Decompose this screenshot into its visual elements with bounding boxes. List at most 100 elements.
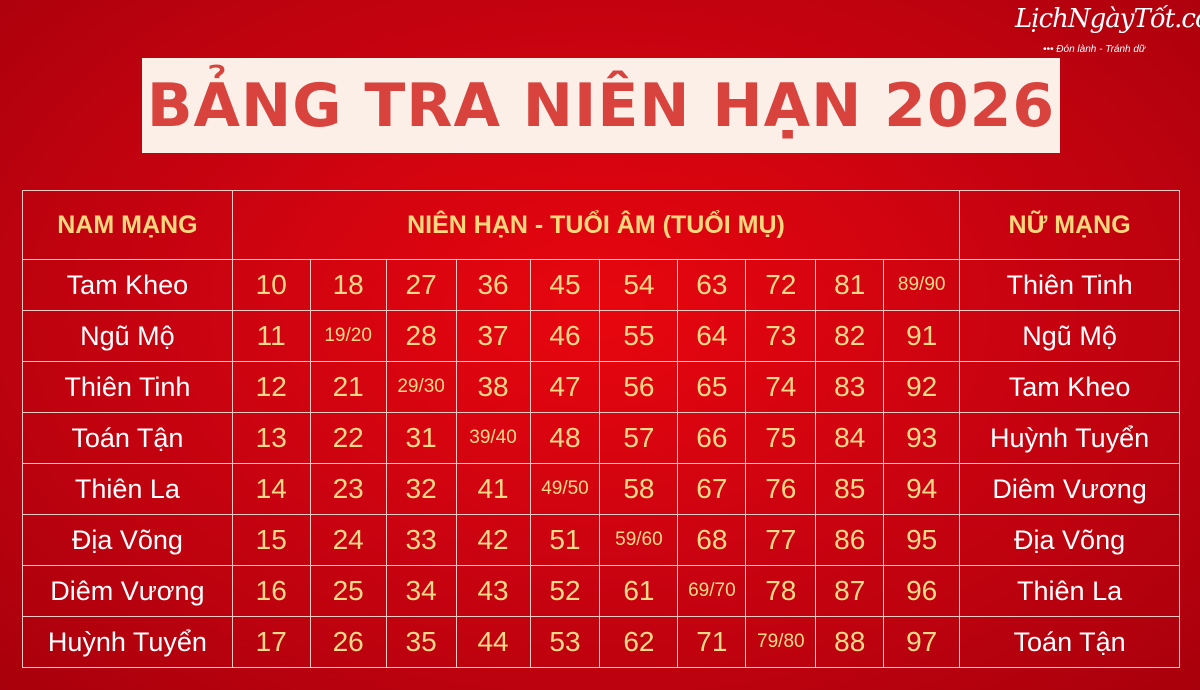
age-cell: 66	[677, 412, 747, 464]
age-cell: 63	[677, 259, 747, 311]
age-cell: 24	[309, 514, 387, 566]
age-cell: 34	[385, 565, 457, 617]
age-cell: 42	[455, 514, 531, 566]
age-cell: 81	[815, 259, 885, 311]
age-cell: 91	[883, 310, 961, 362]
age-cell: 59/60	[599, 514, 679, 566]
age-cell: 94	[883, 463, 961, 515]
age-cell: 82	[815, 310, 885, 362]
age-cell: 39/40	[455, 412, 531, 464]
age-cell: 21	[309, 361, 387, 413]
age-cell: 61	[599, 565, 679, 617]
age-cell: 54	[599, 259, 679, 311]
age-cell: 44	[455, 616, 531, 668]
table-row: Địa Võng 15 24 33 42 51 59/60 68 77 86 95 Địa Võng	[22, 514, 1180, 566]
age-cell: 16	[231, 565, 311, 617]
table-row: Thiên Tinh 12 21 29/30 38 47 56 65 74 83 92 Tam Khe…	[22, 361, 1180, 413]
age-cell: 88	[815, 616, 885, 668]
age-cell: 56	[599, 361, 679, 413]
age-cell: 35	[385, 616, 457, 668]
age-cell: 72	[745, 259, 817, 311]
age-cell: 33	[385, 514, 457, 566]
age-cell: 62	[599, 616, 679, 668]
logo-tagline: ••• Đón lành - Tránh dữ	[1043, 44, 1146, 55]
age-cell: 49/50	[529, 463, 601, 515]
age-cell: 74	[745, 361, 817, 413]
nam-mang-cell: Diêm Vương	[22, 565, 233, 617]
logo-brand: LịchNgàyTốt.com	[1015, 4, 1200, 34]
nam-mang-cell: Thiên Tinh	[22, 361, 233, 413]
nu-mang-cell: Thiên La	[959, 565, 1180, 617]
nien-han-table: NAM MẠNG NIÊN HẠN - TUỔI ÂM (TUỔI MỤ) NỮ…	[22, 190, 1180, 668]
age-cell: 76	[745, 463, 817, 515]
age-cell: 52	[529, 565, 601, 617]
age-cell: 73	[745, 310, 817, 362]
age-cell: 75	[745, 412, 817, 464]
age-cell: 13	[231, 412, 311, 464]
age-cell: 14	[231, 463, 311, 515]
age-cell: 48	[529, 412, 601, 464]
age-cell: 84	[815, 412, 885, 464]
age-cell: 83	[815, 361, 885, 413]
age-cell: 31	[385, 412, 457, 464]
age-cell: 23	[309, 463, 387, 515]
age-cell: 29/30	[385, 361, 457, 413]
age-cell: 18	[309, 259, 387, 311]
age-cell: 95	[883, 514, 961, 566]
age-cell: 53	[529, 616, 601, 668]
age-cell: 36	[455, 259, 531, 311]
nu-mang-cell: Ngũ Mộ	[959, 310, 1180, 362]
age-cell: 45	[529, 259, 601, 311]
nu-mang-cell: Thiên Tinh	[959, 259, 1180, 311]
age-cell: 89/90	[883, 259, 961, 311]
age-cell: 86	[815, 514, 885, 566]
age-cell: 15	[231, 514, 311, 566]
age-cell: 37	[455, 310, 531, 362]
table-row: Diêm Vương 16 25 34 43 52 61 69/70 78 87 96 Thiên L…	[22, 565, 1180, 617]
nu-mang-cell: Huỳnh Tuyển	[959, 412, 1180, 464]
age-cell: 12	[231, 361, 311, 413]
nam-mang-cell: Huỳnh Tuyển	[22, 616, 233, 668]
nu-mang-cell: Địa Võng	[959, 514, 1180, 566]
age-cell: 67	[677, 463, 747, 515]
age-cell: 96	[883, 565, 961, 617]
age-cell: 58	[599, 463, 679, 515]
title-banner: BẢNG TRA NIÊN HẠN 2026	[142, 58, 1060, 153]
age-cell: 85	[815, 463, 885, 515]
age-cell: 26	[309, 616, 387, 668]
table-row: Thiên La 14 23 32 41 49/50 58 67 76 85 94 Diêm Vươn…	[22, 463, 1180, 515]
header-nu-mang: NỮ MẠNG	[959, 190, 1180, 260]
table-row: Huỳnh Tuyển 17 26 35 44 53 62 71 79/80 88 97 Toán T…	[22, 616, 1180, 668]
header-nam-mang: NAM MẠNG	[22, 190, 233, 260]
nu-mang-cell: Diêm Vương	[959, 463, 1180, 515]
header-row: NAM MẠNG NIÊN HẠN - TUỔI ÂM (TUỔI MỤ) NỮ…	[22, 190, 1180, 260]
site-logo: LịchNgàyTốt.com ••• Đón lành - Tránh dữ	[1015, 4, 1200, 56]
age-cell: 28	[385, 310, 457, 362]
age-cell: 47	[529, 361, 601, 413]
age-cell: 22	[309, 412, 387, 464]
age-cell: 55	[599, 310, 679, 362]
table-row: Toán Tận 13 22 31 39/40 48 57 66 75 84 93 Huỳnh Tuy…	[22, 412, 1180, 464]
page-title: BẢNG TRA NIÊN HẠN 2026	[146, 70, 1056, 141]
age-cell: 69/70	[677, 565, 747, 617]
age-cell: 27	[385, 259, 457, 311]
nam-mang-cell: Toán Tận	[22, 412, 233, 464]
age-cell: 41	[455, 463, 531, 515]
age-cell: 11	[231, 310, 311, 362]
header-nien-han: NIÊN HẠN - TUỔI ÂM (TUỔI MỤ)	[231, 190, 961, 260]
age-cell: 17	[231, 616, 311, 668]
age-cell: 51	[529, 514, 601, 566]
nam-mang-cell: Ngũ Mộ	[22, 310, 233, 362]
nam-mang-cell: Thiên La	[22, 463, 233, 515]
age-cell: 25	[309, 565, 387, 617]
age-cell: 65	[677, 361, 747, 413]
age-cell: 64	[677, 310, 747, 362]
age-cell: 10	[231, 259, 311, 311]
age-cell: 97	[883, 616, 961, 668]
age-cell: 46	[529, 310, 601, 362]
nam-mang-cell: Địa Võng	[22, 514, 233, 566]
nam-mang-cell: Tam Kheo	[22, 259, 233, 311]
age-cell: 79/80	[745, 616, 817, 668]
age-cell: 57	[599, 412, 679, 464]
age-cell: 78	[745, 565, 817, 617]
